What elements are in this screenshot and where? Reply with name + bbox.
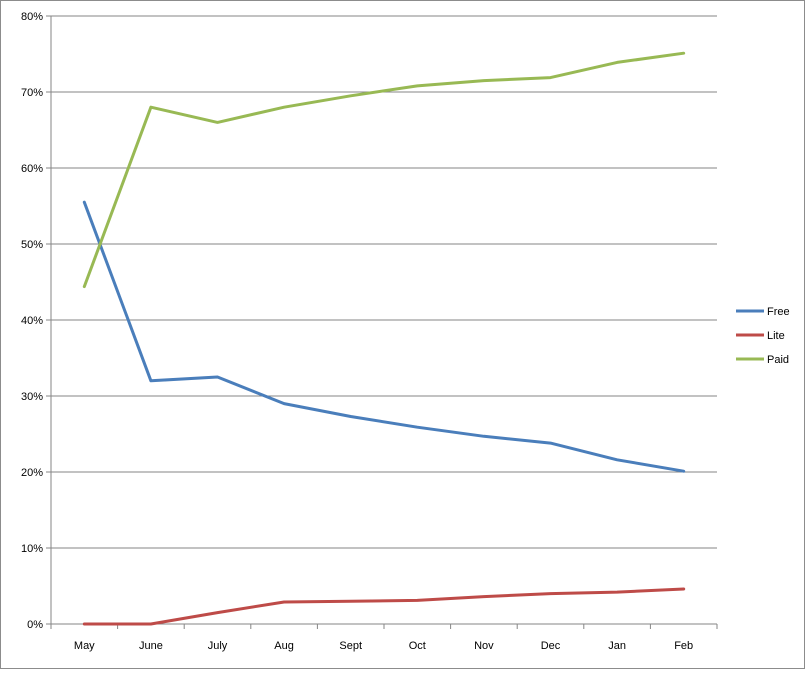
x-tick-label: Nov <box>474 640 494 652</box>
y-tick-label: 0% <box>27 619 43 631</box>
y-tick-label: 20% <box>21 467 43 479</box>
axes <box>46 15 718 629</box>
y-tick-label: 50% <box>21 239 43 251</box>
x-tick-label: Feb <box>674 640 693 652</box>
x-tick-label: July <box>208 640 228 652</box>
y-tick-labels: 0% 10% 20% 30% 40% 50% 60% 70% 80% <box>21 11 43 631</box>
y-tick-label: 70% <box>21 87 43 99</box>
x-tick-label: June <box>139 640 163 652</box>
series-line-paid <box>82 51 686 289</box>
x-tick-label: Aug <box>274 640 294 652</box>
x-tick-label: Oct <box>409 640 426 652</box>
x-tick-label: Jan <box>608 640 626 652</box>
series-line-free <box>82 200 686 473</box>
legend-label-paid: Paid <box>767 354 789 366</box>
series-lines <box>82 51 686 626</box>
legend: Free Lite Paid <box>736 306 790 366</box>
y-tick-label: 80% <box>21 11 43 23</box>
x-tick-label: Dec <box>541 640 561 652</box>
y-tick-label: 40% <box>21 315 43 327</box>
x-tick-label: May <box>74 640 95 652</box>
legend-label-lite: Lite <box>767 330 785 342</box>
x-tick-label: Sept <box>339 640 362 652</box>
gridlines <box>51 15 717 549</box>
y-tick-label: 10% <box>21 543 43 555</box>
x-tick-labels: May June July Aug Sept Oct Nov Dec Jan Feb <box>74 640 693 652</box>
legend-label-free: Free <box>767 306 790 318</box>
y-tick-label: 30% <box>21 391 43 403</box>
series-line-lite <box>82 587 686 626</box>
y-tick-label: 60% <box>21 163 43 175</box>
